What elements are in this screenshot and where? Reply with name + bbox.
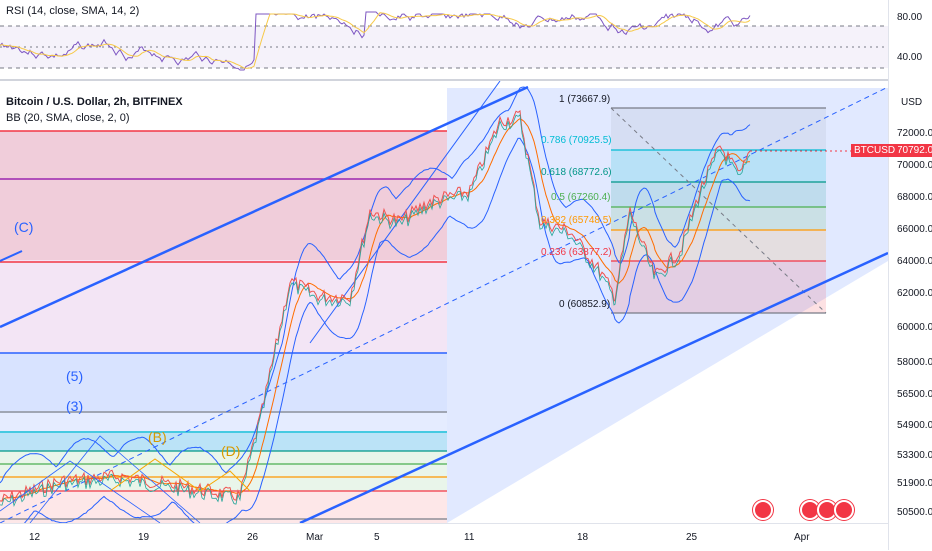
wave-label-c: (C) xyxy=(14,219,34,235)
fib-label-0236: 0.236 (63877.2) xyxy=(541,247,612,258)
bb-legend[interactable]: BB (20, SMA, close, 2, 0) xyxy=(6,112,130,124)
price-tick: 58000.0 xyxy=(897,357,932,368)
price-tick: 50500.0 xyxy=(897,507,932,518)
price-tick: 64000.0 xyxy=(897,256,932,267)
fib-label-0: 0 (60852.9) xyxy=(559,299,611,310)
rsi-level-40: 40.00 xyxy=(897,52,923,63)
price-tick: 51900.0 xyxy=(897,478,932,489)
rsi-level-80: 80.00 xyxy=(897,12,923,23)
price-tick: 66000.0 xyxy=(897,224,932,235)
price-tick: 54900.0 xyxy=(897,420,932,431)
time-tick: 19 xyxy=(138,532,150,543)
wave-label-b: (B) xyxy=(148,429,167,445)
price-tick: 53300.0 xyxy=(897,450,932,461)
symbol-tag: BTCUSD xyxy=(851,144,899,157)
price-tick: 70000.0 xyxy=(897,160,932,171)
time-tick: 26 xyxy=(247,532,259,543)
wave-label-d: (D) xyxy=(221,443,241,459)
pane-separator[interactable] xyxy=(0,79,932,81)
fib-label-05: 0.5 (67260.4) xyxy=(551,192,611,203)
price-tick: 56500.0 xyxy=(897,389,932,400)
time-tick: 25 xyxy=(686,532,698,543)
rsi-pane[interactable]: RSI (14, close, SMA, 14, 2) xyxy=(0,0,888,78)
time-tick: Mar xyxy=(306,532,324,543)
price-axis[interactable]: 80.00 40.00 USD 72000.0 70000.0 68000.0 … xyxy=(888,0,932,550)
main-chart-pane[interactable]: Bitcoin / U.S. Dollar, 2h, BITFINEX BB (… xyxy=(0,81,888,523)
price-chart xyxy=(0,81,888,523)
symbol-title[interactable]: Bitcoin / U.S. Dollar, 2h, BITFINEX xyxy=(6,96,183,108)
economic-event-flag-icon[interactable] xyxy=(753,500,773,520)
wave-label-5: (5) xyxy=(66,368,84,384)
fib-label-1: 1 (73667.9) xyxy=(559,94,611,105)
price-tick: 60000.0 xyxy=(897,322,932,333)
price-tick: 68000.0 xyxy=(897,192,932,203)
fib-label-0382: 0.382 (65748.5) xyxy=(541,215,612,226)
time-tick: 5 xyxy=(374,532,380,543)
price-tick: 62000.0 xyxy=(897,288,932,299)
wave-label-3: (3) xyxy=(66,398,84,414)
rsi-legend[interactable]: RSI (14, close, SMA, 14, 2) xyxy=(6,5,140,17)
currency-label[interactable]: USD xyxy=(901,97,923,108)
time-tick: 11 xyxy=(464,532,475,543)
fib-label-0618: 0.618 (68772.6) xyxy=(541,167,612,178)
last-price-tag: 70792.0 xyxy=(894,144,932,157)
time-tick: 12 xyxy=(29,532,41,543)
price-tick: 72000.0 xyxy=(897,128,932,139)
time-tick: 18 xyxy=(577,532,589,543)
rsi-chart xyxy=(0,11,888,71)
time-axis[interactable]: 12 19 26 Mar 5 11 18 25 Apr xyxy=(0,523,888,551)
fib-label-0786: 0.786 (70925.5) xyxy=(541,135,612,146)
economic-event-flag-icon[interactable] xyxy=(834,500,854,520)
time-tick: Apr xyxy=(794,532,810,543)
